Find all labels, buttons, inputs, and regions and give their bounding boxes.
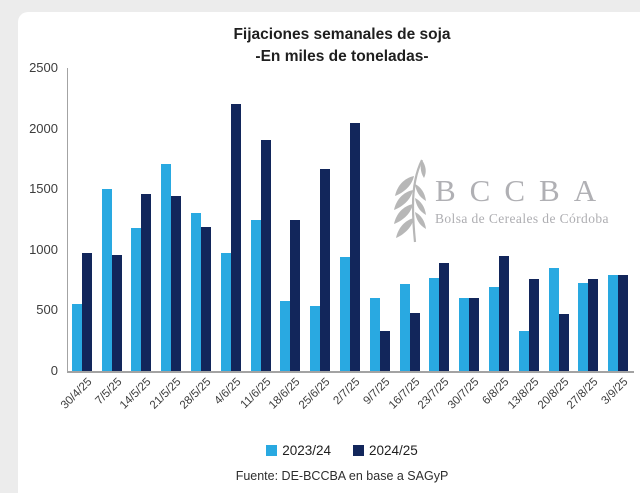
- bar-2024-25: [379, 331, 390, 371]
- x-tick-label: 2/7/25: [331, 376, 363, 408]
- y-axis: 0 500 1000 1500 2000 2500: [18, 60, 58, 378]
- bar-group: [365, 68, 395, 371]
- bar-group: [514, 68, 544, 371]
- bar-2024-25: [320, 168, 331, 371]
- bar-2023-24: [578, 282, 589, 371]
- y-tick-label: 2500: [29, 60, 58, 75]
- chart-title: Fijaciones semanales de soja: [233, 26, 451, 43]
- bar-group: [484, 68, 514, 371]
- bar-2023-24: [369, 298, 380, 371]
- chart-subtitle: -En miles de toneladas-: [255, 48, 429, 65]
- bar-2023-24: [489, 287, 500, 371]
- bar-2024-25: [141, 194, 152, 371]
- bar-group: [97, 68, 127, 371]
- legend-label: 2024/25: [369, 442, 418, 458]
- y-tick-label: 0: [50, 363, 58, 378]
- chart-card: Fijaciones semanales de soja -En miles d…: [18, 12, 640, 493]
- bar-group: [276, 68, 306, 371]
- bar-2024-25: [171, 196, 182, 371]
- plot-area: [67, 68, 633, 371]
- bar-2024-25: [588, 278, 599, 371]
- x-tick-label: 11/6/25: [238, 376, 274, 412]
- bar-group: [216, 68, 246, 371]
- x-tick-label: 14/5/25: [118, 376, 154, 412]
- x-tick-label: 30/4/25: [58, 376, 95, 412]
- bar-2023-24: [71, 304, 82, 371]
- bar-2024-25: [290, 219, 301, 371]
- x-tick-label: 13/8/25: [505, 376, 542, 412]
- y-tick-label: 1000: [29, 241, 58, 257]
- x-tick-label: 25/6/25: [297, 376, 333, 412]
- bar-2023-24: [280, 300, 291, 371]
- bar-group: [67, 68, 97, 371]
- x-tick-label: 3/9/25: [599, 376, 631, 408]
- bar-2023-24: [250, 219, 261, 371]
- bar-group: [574, 68, 604, 371]
- bar-2024-25: [469, 298, 480, 371]
- bar-2024-25: [558, 314, 569, 371]
- legend-item: 2024/25: [353, 443, 418, 458]
- bar-group: [544, 68, 574, 371]
- bar-2024-25: [230, 104, 241, 371]
- bar-2023-24: [220, 253, 231, 371]
- bar-group: [305, 68, 335, 371]
- bar-group: [127, 68, 157, 371]
- x-tick-label: 23/7/25: [416, 376, 452, 412]
- x-tick-label: 27/8/25: [565, 376, 601, 412]
- bar-group: [335, 68, 365, 371]
- bar-2024-25: [260, 139, 271, 371]
- bar-2023-24: [429, 277, 440, 371]
- bar-2024-25: [111, 254, 122, 371]
- legend-swatch: [266, 444, 278, 456]
- bar-group: [454, 68, 484, 371]
- x-tick-label: 28/5/25: [177, 376, 214, 412]
- y-tick-label: 2000: [29, 120, 58, 136]
- bar-2024-25: [409, 312, 420, 371]
- legend: 2023/24 2024/25: [48, 441, 636, 459]
- bar-2024-25: [81, 253, 92, 371]
- legend-swatch: [353, 444, 364, 456]
- bar-group: [156, 68, 186, 371]
- bar-2023-24: [518, 331, 529, 371]
- bar-2024-25: [618, 275, 629, 371]
- bar-2023-24: [191, 213, 202, 371]
- bar-2024-25: [528, 278, 539, 371]
- legend-label: 2023/24: [282, 442, 331, 458]
- bar-group: [425, 68, 455, 371]
- x-tick-label: 16/7/25: [386, 376, 423, 412]
- source-note: Fuente: DE-BCCBA en base a SAGyP: [235, 469, 449, 483]
- bar-2023-24: [548, 267, 559, 371]
- bar-2023-24: [310, 305, 321, 371]
- x-tick-label: 20/8/25: [535, 376, 572, 412]
- x-tick-label: 21/5/25: [148, 376, 184, 412]
- legend-item: 2023/24: [266, 443, 331, 458]
- bar-2023-24: [131, 227, 142, 371]
- y-tick-label: 1500: [29, 181, 58, 197]
- bar-2023-24: [101, 189, 112, 371]
- bar-2024-25: [499, 255, 510, 371]
- bar-2024-25: [439, 263, 450, 371]
- bar-group: [395, 68, 425, 371]
- bar-2024-25: [350, 122, 361, 371]
- bar-2024-25: [201, 226, 212, 371]
- bar-group: [186, 68, 216, 371]
- bar-2023-24: [340, 257, 351, 371]
- bar-2023-24: [399, 283, 410, 371]
- bar-group: [246, 68, 276, 371]
- bar-2023-24: [608, 275, 619, 371]
- plot-frame: [67, 68, 634, 373]
- x-tick-label: 18/6/25: [267, 376, 303, 412]
- bar-2023-24: [459, 298, 470, 371]
- bar-group: [603, 68, 633, 371]
- y-tick-label: 500: [36, 302, 58, 318]
- bar-2023-24: [161, 163, 172, 371]
- x-tick-label: 30/7/25: [446, 376, 482, 412]
